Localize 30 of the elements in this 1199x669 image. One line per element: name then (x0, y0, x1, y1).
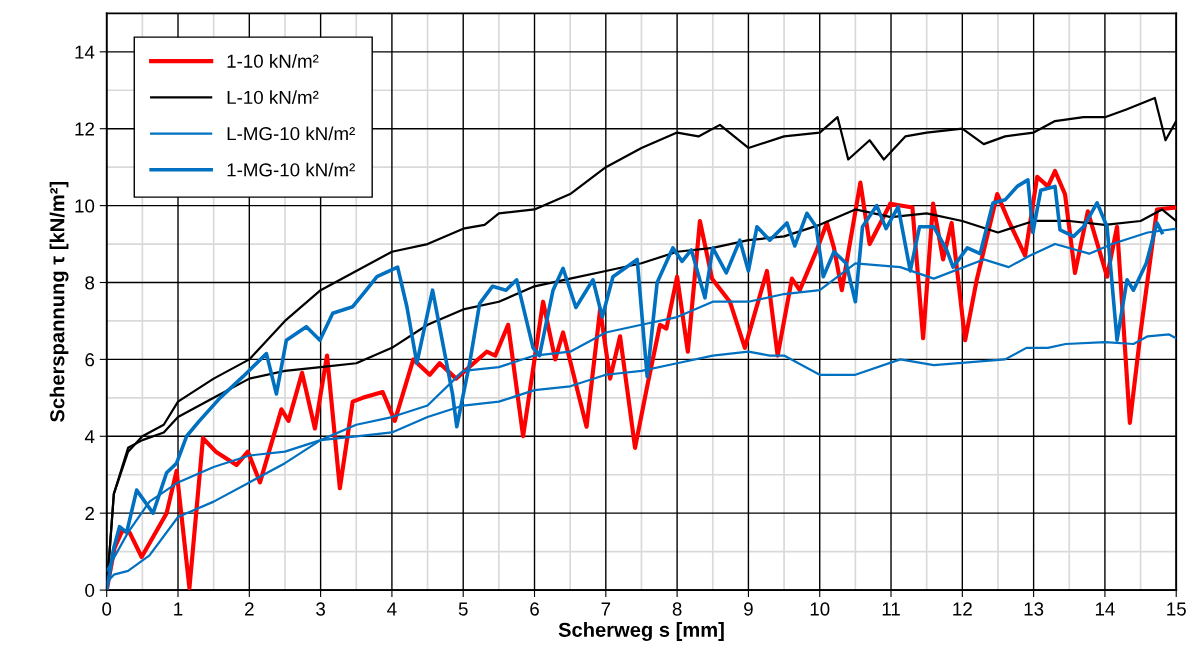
y-tick-label: 12 (75, 122, 94, 136)
x-tick-label: 5 (458, 602, 468, 616)
y-tick-label: 14 (75, 45, 95, 59)
legend-label: 1-10 kN/m² (227, 54, 319, 68)
x-tick-label: 13 (1024, 602, 1044, 616)
x-tick-label: 15 (1167, 602, 1186, 616)
x-tick-label: 3 (316, 602, 325, 616)
x-tick-label: 10 (810, 602, 830, 616)
x-axis-title: Scherweg s [mm] (558, 622, 724, 641)
x-tick-label: 1 (174, 602, 183, 616)
y-axis-title: Scherspannung τ [kN/m²] (49, 181, 69, 422)
x-tick-label: 8 (672, 602, 682, 616)
y-tick-label: 8 (85, 276, 95, 290)
x-tick-label: 14 (1095, 602, 1115, 616)
legend-label: 1-MG-10 kN/m² (227, 162, 355, 177)
x-tick-label: 7 (601, 602, 611, 616)
legend-label: L-10 kN/m² (227, 90, 319, 105)
y-tick-label: 0 (85, 583, 95, 598)
y-tick-label: 2 (85, 506, 94, 520)
x-tick-label: 11 (882, 602, 900, 616)
x-tick-label: 6 (530, 602, 539, 616)
y-tick-label: 4 (84, 430, 95, 444)
x-tick-label: 4 (387, 602, 397, 616)
x-tick-label: 0 (102, 602, 112, 616)
legend-label: L-MG-10 kN/m² (227, 126, 355, 141)
x-tick-label: 9 (744, 602, 753, 616)
y-tick-label: 10 (75, 199, 95, 213)
y-tick-label: 6 (85, 353, 95, 367)
x-tick-label: 2 (245, 602, 254, 616)
x-tick-label: 12 (953, 602, 972, 616)
